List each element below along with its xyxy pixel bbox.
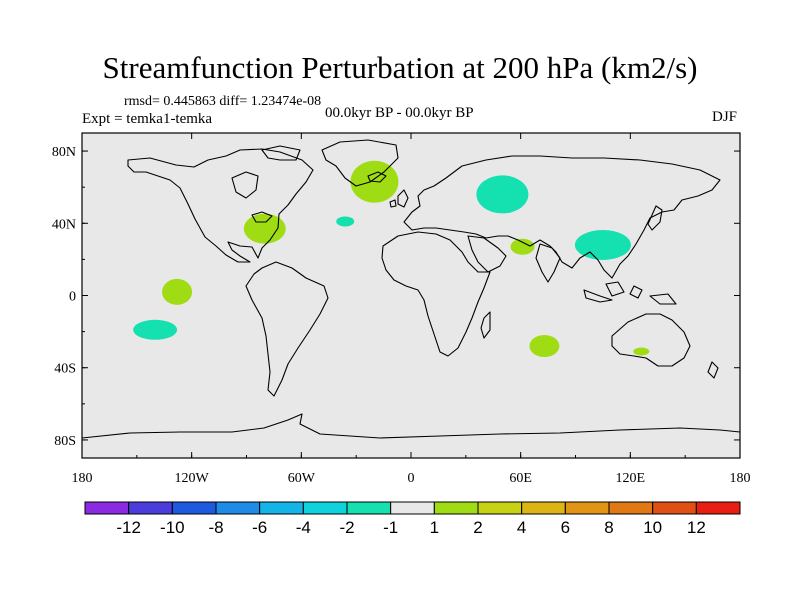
- coast-south-america: [245, 261, 329, 397]
- anomaly-region: [162, 278, 193, 305]
- lon-tick-label: 0: [408, 471, 415, 486]
- colorbar-swatch: [302, 501, 348, 515]
- colorbar-swatch: [390, 501, 435, 515]
- lon-tick-label: 120W: [175, 471, 210, 486]
- colorbar-label: -1: [383, 518, 398, 537]
- colorbar-label: -8: [208, 518, 223, 537]
- period-label: 00.0kyr BP - 00.0kyr BP: [325, 105, 474, 121]
- colorbar-label: -4: [296, 518, 311, 537]
- coast-new-zealand: [707, 361, 719, 379]
- coast-arctic-islands: [261, 145, 301, 161]
- lat-tick-label: 80S: [54, 434, 76, 449]
- coast-north-america: [127, 148, 314, 263]
- anomaly-region: [336, 216, 355, 227]
- colorbar-swatch: [346, 501, 392, 515]
- coast-madagascar: [480, 311, 491, 339]
- coast-india: [535, 243, 561, 283]
- colorbar-label: 2: [473, 518, 482, 537]
- coast-australia: [611, 313, 691, 367]
- colorbar-swatch: [564, 501, 610, 515]
- stats-line: rmsd= 0.445863 diff= 1.23474e-08: [124, 94, 322, 109]
- lat-tick-label: 40S: [54, 362, 76, 377]
- lat-tick-label: 40N: [52, 217, 76, 232]
- colorbar: -12 -10 -8 -6 -4 -2 -1 1 2 4 6 8 10 12: [84, 501, 741, 537]
- coast-arabia: [467, 235, 507, 273]
- experiment-label: Expt = temka1-temka: [82, 111, 213, 127]
- coast-maritime-continent: [583, 281, 677, 305]
- colorbar-label: -2: [339, 518, 354, 537]
- anomaly-region: [510, 238, 535, 255]
- colorbar-label: 6: [561, 518, 570, 537]
- colorbar-swatch: [652, 501, 697, 515]
- colorbar-swatch: [259, 501, 304, 515]
- coast-british-isles: [389, 189, 409, 208]
- lon-tick-label: 60W: [288, 471, 316, 486]
- colorbar-label: 8: [604, 518, 613, 537]
- lon-tick-label: 60E: [509, 471, 532, 486]
- lat-tick-label: 0: [69, 290, 76, 305]
- latitude-axis: 80N 40N 0 40S 80S: [52, 145, 740, 449]
- lon-tick-label: 180: [730, 471, 751, 486]
- coast-africa: [381, 231, 491, 357]
- coast-greenland: [321, 139, 399, 187]
- lon-tick-label: 180: [72, 471, 93, 486]
- colorbar-swatch: [171, 501, 217, 515]
- colorbar-swatch: [608, 501, 654, 515]
- coast-iceland: [367, 171, 387, 183]
- colorbar-label: -12: [116, 518, 141, 537]
- coast-antarctica: [82, 413, 740, 439]
- colorbar-label: -10: [160, 518, 185, 537]
- anomaly-region: [529, 335, 560, 358]
- anomaly-region: [243, 213, 286, 244]
- colorbar-label: 10: [643, 518, 662, 537]
- colorbar-swatch: [84, 501, 130, 515]
- colorbar-label: 12: [687, 518, 706, 537]
- map-background: [82, 133, 740, 458]
- coast-hudson-bay: [231, 171, 259, 199]
- anomaly-region: [133, 319, 178, 340]
- coast-japan: [647, 205, 663, 231]
- lat-tick-label: 80N: [52, 145, 76, 160]
- anomaly-region: [633, 347, 650, 356]
- colorbar-swatch: [521, 501, 566, 515]
- colorbar-label: -6: [252, 518, 267, 537]
- colorbar-swatch: [215, 501, 261, 515]
- longitude-axis: 180 120W 60W 0 60E 120E 180: [72, 133, 751, 486]
- season-label: DJF: [712, 109, 738, 125]
- colorbar-swatch: [695, 501, 741, 515]
- colorbar-label: 1: [430, 518, 439, 537]
- colorbar-label: 4: [517, 518, 526, 537]
- plot-title: Streamfunction Perturbation at 200 hPa (…: [102, 50, 698, 85]
- colorbar-swatch: [477, 501, 523, 515]
- colorbar-swatch: [128, 501, 173, 515]
- anomaly-region: [476, 175, 529, 214]
- coast-great-lakes: [251, 211, 273, 223]
- lon-tick-label: 120E: [616, 471, 646, 486]
- coastlines: [82, 139, 740, 439]
- coast-eurasia: [403, 155, 721, 279]
- colorbar-swatch: [433, 501, 479, 515]
